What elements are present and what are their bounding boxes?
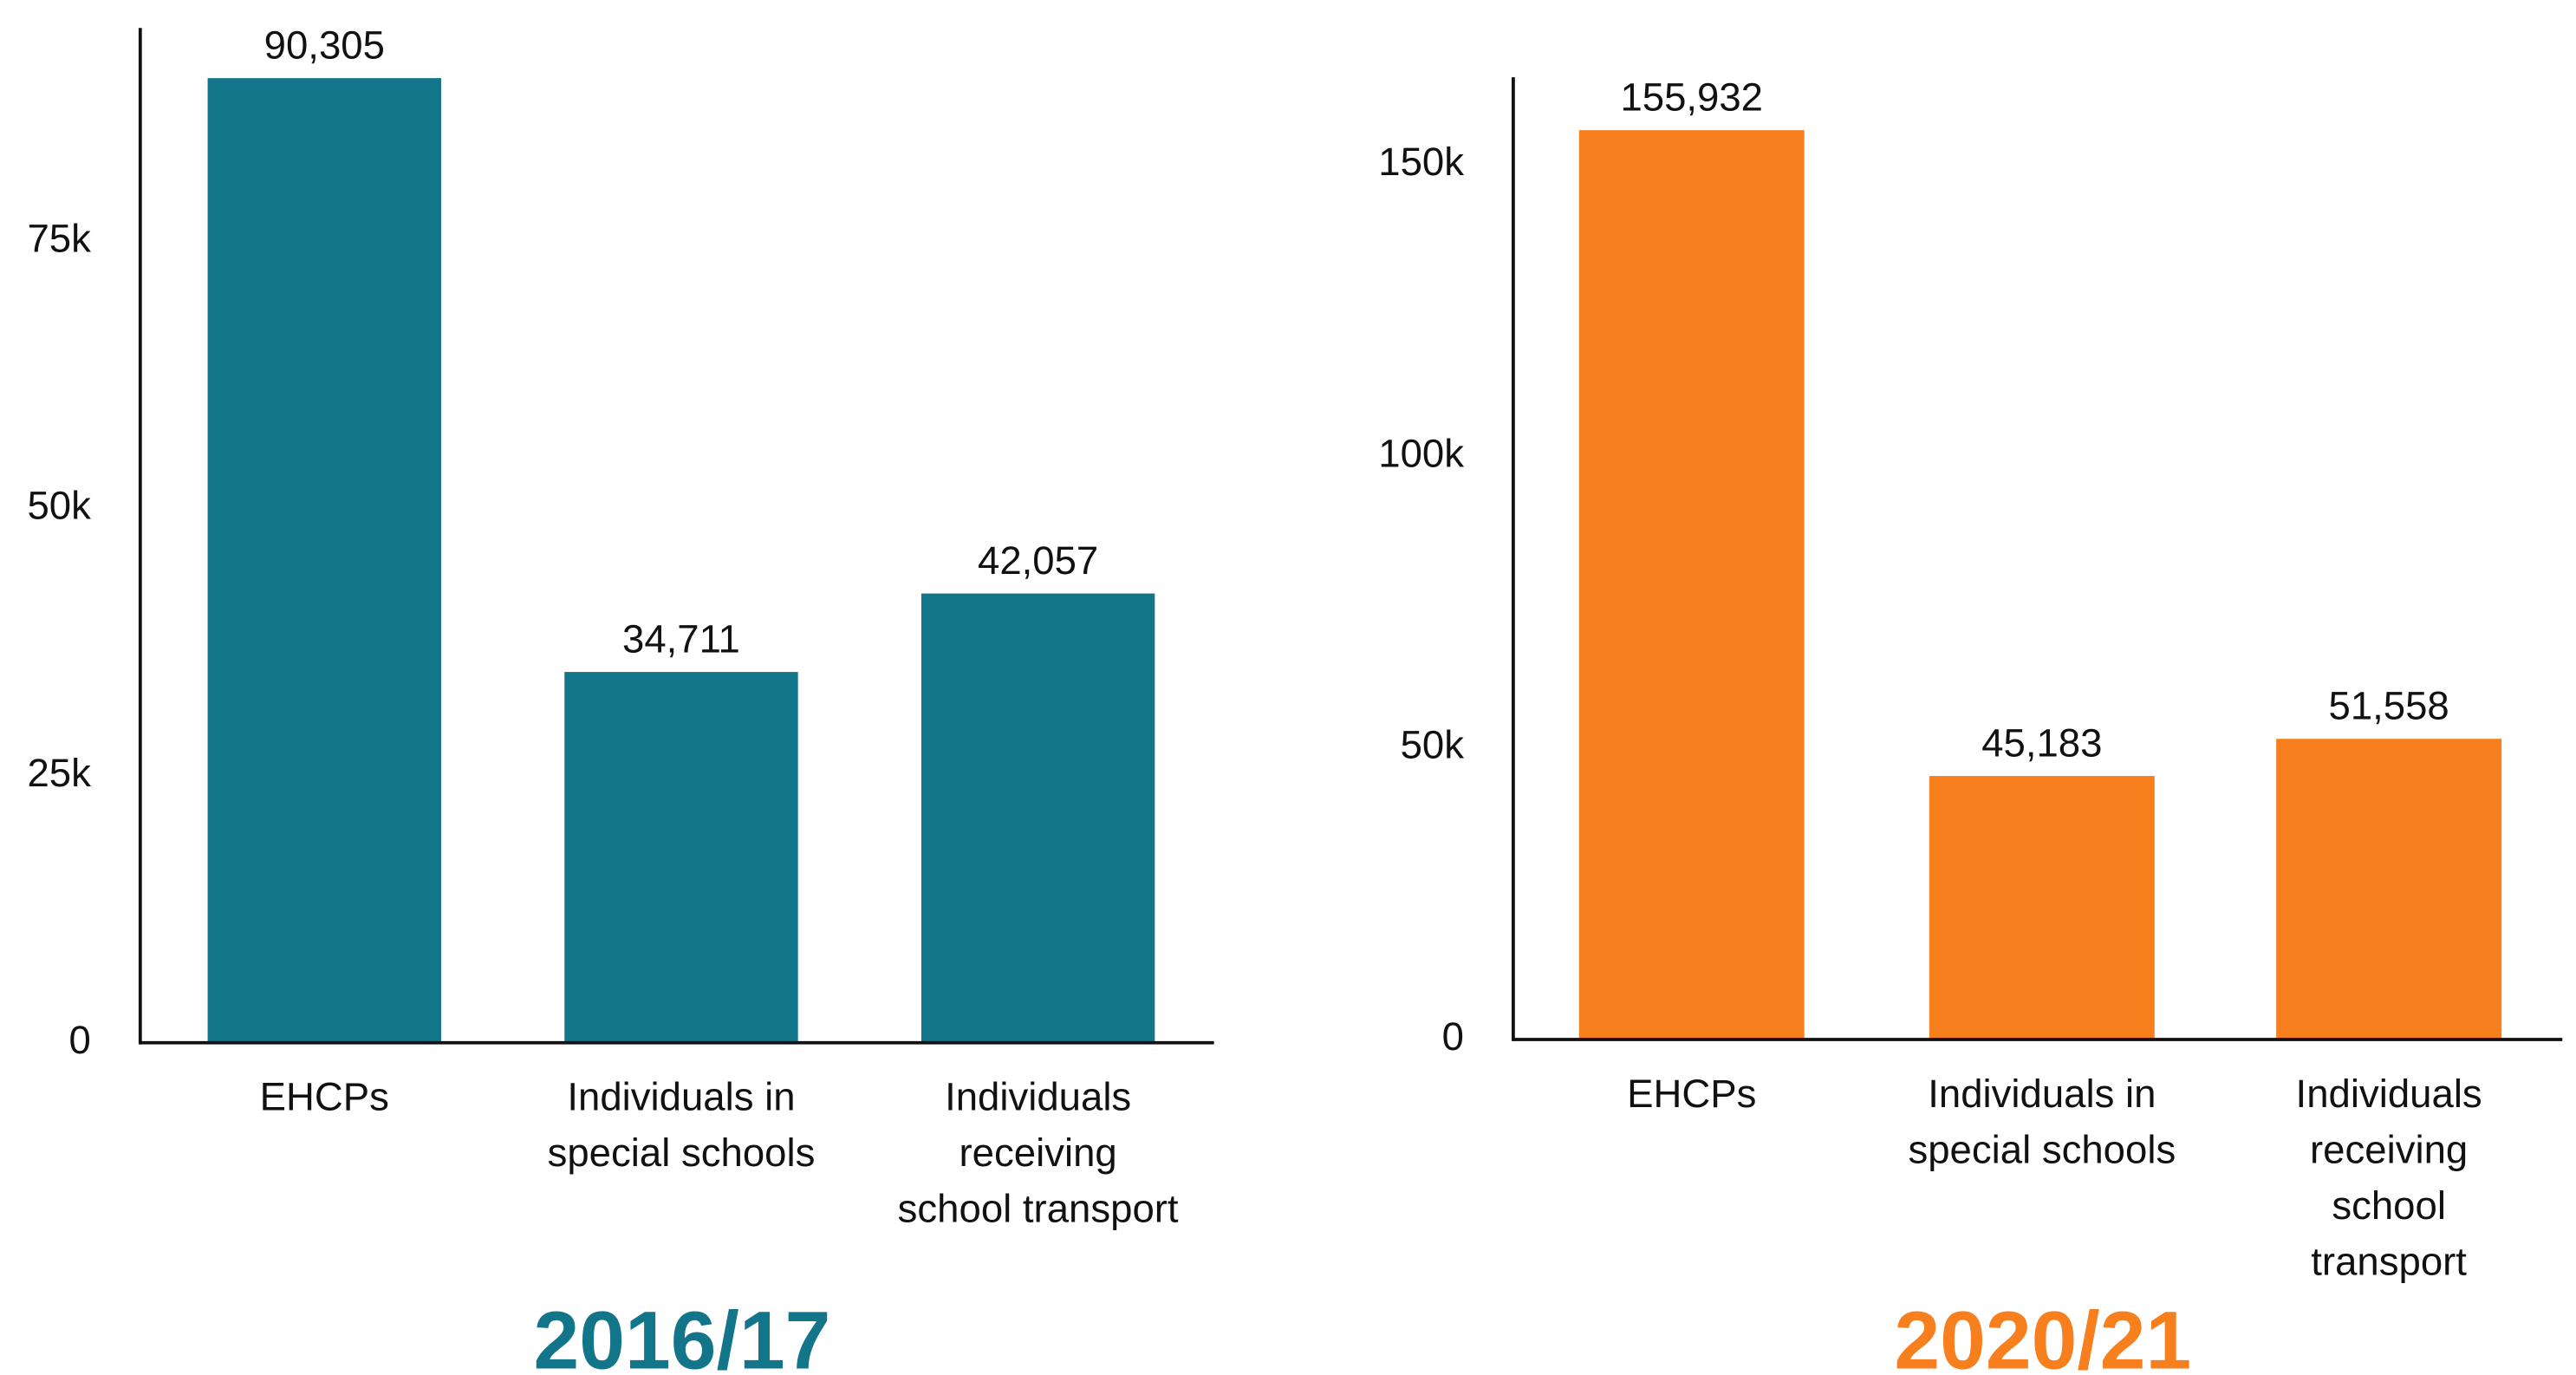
x-tick-label: Individuals receiving school transport [2295,1072,2482,1285]
y-tick-label: 50k [27,484,91,528]
y-tick-label: 50k [1401,723,1465,767]
y-tick-label: 150k [1378,140,1464,184]
value-label: 90,305 [264,23,385,67]
x-label-box: Individuals in special schools [1908,1072,2176,1173]
x-label-box: EHCPs [259,1075,389,1120]
y-tick-label: 0 [1442,1014,1464,1059]
bar [1578,130,1805,1039]
value-label: 34,711 [622,616,740,661]
chart-title: 2020/21 [1894,1294,2191,1375]
x-label-box: Individuals in special schools [547,1075,816,1176]
bar [207,78,441,1043]
value-label: 45,183 [1981,720,2102,765]
y-tick-label: 75k [27,217,91,261]
x-label-box: Individuals receiving school transport [2295,1072,2482,1285]
y-tick-label: 25k [27,751,91,795]
y-tick-label: 0 [69,1018,91,1062]
x-tick-label: Individuals receiving school transport [897,1075,1179,1232]
bar [2276,739,2502,1039]
x-tick-label: EHCPs [1627,1072,1757,1118]
value-label: 42,057 [978,538,1098,583]
y-tick-label: 100k [1378,431,1464,475]
value-label: 51,558 [2329,683,2449,727]
bar [564,672,798,1043]
x-tick-label: Individuals in special schools [1908,1072,2176,1173]
bar [1929,776,2155,1039]
x-tick-label: Individuals in special schools [547,1075,816,1176]
chart-title: 2016/17 [533,1294,830,1375]
x-tick-label: EHCPs [259,1075,389,1120]
x-label-box: EHCPs [1627,1072,1757,1118]
value-label: 155,932 [1620,75,1763,119]
bar [920,593,1155,1043]
x-label-box: Individuals receiving school transport [897,1075,1179,1232]
